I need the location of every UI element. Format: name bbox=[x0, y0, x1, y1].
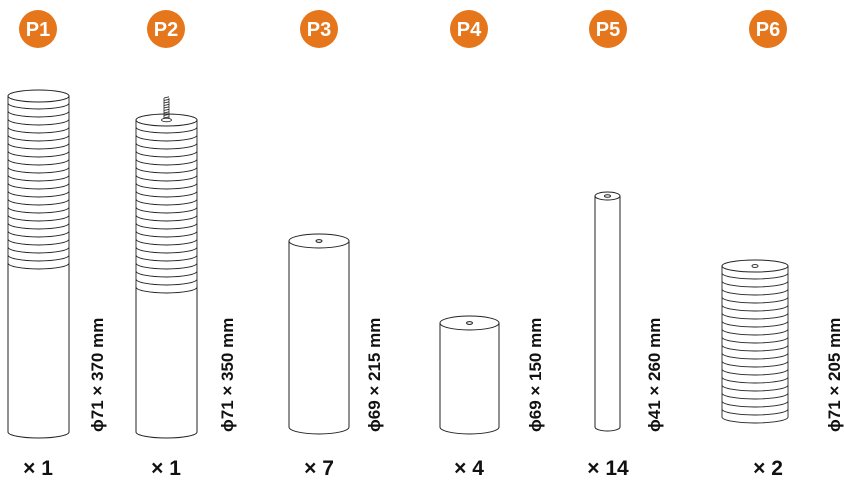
part-p4: P4 ϕ69 × 150 mm × 4 bbox=[439, 10, 545, 480]
dimension-label: ϕ69 × 215 mm bbox=[365, 318, 384, 432]
badge-circle bbox=[589, 10, 627, 48]
quantity-label: × 14 bbox=[587, 457, 629, 480]
part-badge-p6: P6 bbox=[749, 10, 787, 48]
part-badge-p1: P1 bbox=[19, 10, 57, 48]
part-badge-p2: P2 bbox=[147, 10, 185, 48]
cylinder-body bbox=[594, 195, 621, 432]
bolt-base bbox=[161, 117, 172, 123]
bolt-thread bbox=[163, 101, 170, 104]
part-p6: P6 ϕ71 × 205 mm × 2 bbox=[721, 10, 844, 480]
badge-label: P3 bbox=[307, 19, 331, 41]
part-p2: P2 ϕ71 × 350 mm × 1 bbox=[135, 10, 237, 480]
dimension-label: ϕ69 × 150 mm bbox=[526, 318, 545, 432]
badge-label: P2 bbox=[154, 19, 178, 41]
part-badge-p4: P4 bbox=[450, 10, 488, 48]
bolt-thread bbox=[163, 96, 170, 99]
bolt-thread bbox=[163, 113, 170, 116]
threaded-bolt bbox=[161, 96, 172, 123]
part-badge-p3: P3 bbox=[300, 10, 338, 48]
quantity-label: × 4 bbox=[454, 457, 484, 480]
quantity-label: × 2 bbox=[753, 457, 783, 480]
cylinder-top bbox=[7, 89, 70, 103]
cylinder-body bbox=[288, 240, 350, 435]
badge-circle bbox=[300, 10, 338, 48]
bolt-thread bbox=[163, 116, 170, 119]
dimension-label: ϕ71 × 350 mm bbox=[218, 318, 237, 432]
cylinder-p3 bbox=[288, 233, 350, 435]
center-hole bbox=[751, 264, 759, 268]
cylinder-body bbox=[439, 322, 500, 435]
badge-label: P5 bbox=[596, 19, 620, 41]
badge-circle bbox=[749, 10, 787, 48]
part-badge-p5: P5 bbox=[589, 10, 627, 48]
part-p3: P3 ϕ69 × 215 mm × 7 bbox=[288, 10, 384, 480]
cylinder-p4 bbox=[439, 315, 500, 435]
center-hole bbox=[466, 321, 473, 325]
bolt-thread bbox=[163, 111, 170, 114]
thread-rings bbox=[135, 113, 198, 294]
dimension-label: ϕ71 × 370 mm bbox=[88, 318, 107, 432]
quantity-label: × 1 bbox=[23, 457, 53, 480]
cylinder-p5 bbox=[594, 191, 621, 432]
bolt-thread bbox=[163, 103, 170, 106]
badge-circle bbox=[147, 10, 185, 48]
cylinder-body bbox=[7, 261, 70, 439]
cylinder-p1 bbox=[7, 89, 70, 439]
bolt-thread bbox=[163, 108, 170, 111]
center-hole bbox=[604, 194, 611, 198]
thread-rings bbox=[721, 259, 789, 424]
center-hole bbox=[315, 239, 323, 243]
badge-label: P6 bbox=[756, 19, 780, 41]
part-p1: P1 ϕ71 × 370 mm × 1 bbox=[7, 10, 107, 480]
quantity-label: × 7 bbox=[304, 457, 334, 480]
part-p5: P5 ϕ41 × 260 mm × 14 bbox=[587, 10, 664, 480]
cylinder-p6 bbox=[721, 259, 789, 424]
dimension-label: ϕ71 × 205 mm bbox=[825, 318, 844, 432]
bolt-thread bbox=[163, 106, 170, 109]
thread-rings bbox=[7, 89, 70, 270]
dimension-label: ϕ41 × 260 mm bbox=[645, 318, 664, 432]
badge-circle bbox=[450, 10, 488, 48]
quantity-label: × 1 bbox=[151, 457, 181, 480]
badge-label: P1 bbox=[26, 19, 50, 41]
badge-circle bbox=[19, 10, 57, 48]
cylinder-body bbox=[135, 284, 198, 439]
bolt-thread bbox=[163, 98, 170, 101]
cylinder-p2 bbox=[135, 96, 198, 439]
badge-label: P4 bbox=[457, 19, 482, 41]
